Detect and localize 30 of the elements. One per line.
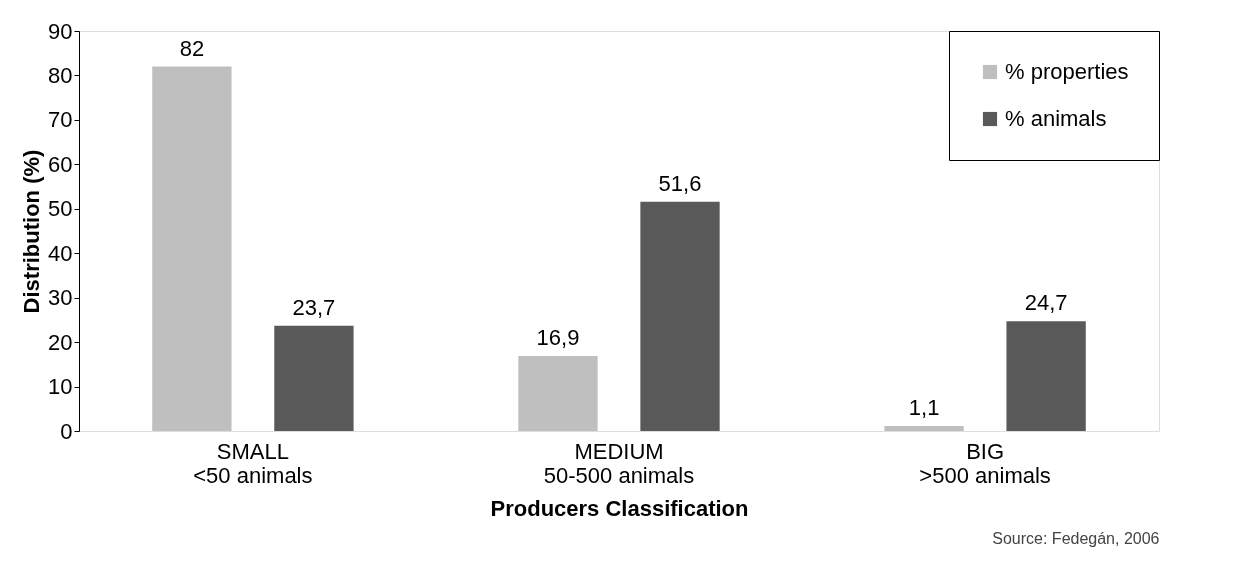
- data-label: 16,9: [536, 324, 580, 350]
- source-note: Source: Fedegán, 2006: [992, 530, 1160, 547]
- y-tick-label: 70: [48, 107, 73, 133]
- bar: [274, 325, 354, 431]
- y-tick-label: 30: [48, 285, 73, 311]
- y-tick-label: 80: [48, 62, 73, 88]
- y-tick-label: 20: [48, 329, 73, 355]
- x-axis-title: Producers Classification: [490, 495, 749, 521]
- legend-label: % properties: [1005, 59, 1129, 84]
- x-tick-label: MEDIUM 50-500 animals: [543, 438, 695, 488]
- bar: [1006, 321, 1086, 431]
- y-tick-label: 60: [48, 151, 73, 177]
- legend-label: % animals: [1005, 106, 1107, 131]
- bar: [518, 355, 598, 431]
- bar: [640, 201, 720, 431]
- y-tick-label: 50: [48, 196, 73, 222]
- data-label: 23,7: [292, 294, 336, 320]
- data-label: 1,1: [908, 395, 940, 421]
- y-tick-label: 0: [60, 418, 73, 444]
- data-label: 82: [179, 35, 205, 61]
- y-tick-label: 40: [48, 240, 73, 266]
- bar: [152, 66, 232, 431]
- y-tick-label: 10: [48, 374, 73, 400]
- y-axis-title: Distribution (%): [19, 149, 45, 314]
- y-tick-label: 90: [48, 18, 73, 44]
- x-tick-label: BIG >500 animals: [919, 438, 1051, 488]
- data-label: 51,6: [658, 170, 702, 196]
- x-tick-label: SMALL <50 animals: [193, 438, 313, 488]
- data-label: 24,7: [1024, 290, 1068, 316]
- bar: [884, 426, 964, 431]
